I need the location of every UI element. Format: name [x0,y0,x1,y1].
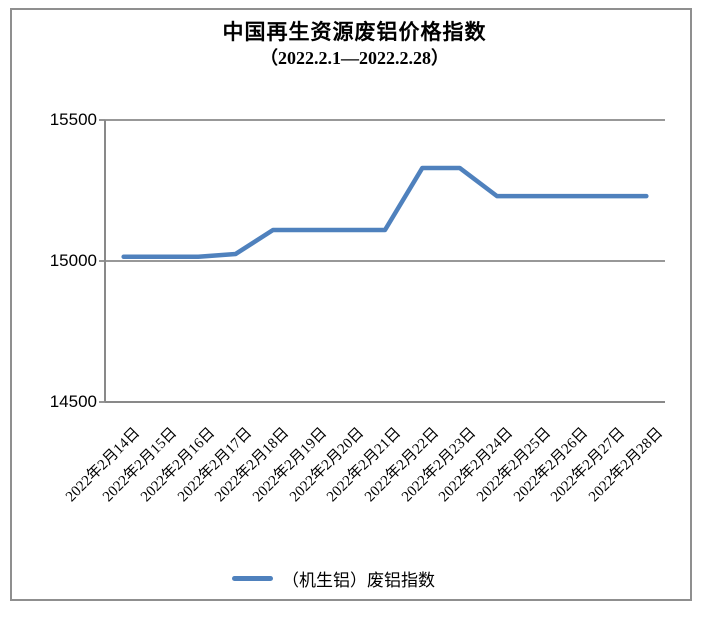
legend-series-label: （机生铝）废铝指数 [282,571,435,590]
legend: （机生铝）废铝指数 [232,566,435,591]
chart-subtitle: （2022.2.1—2022.2.28） [260,48,449,68]
legend-line-marker [232,576,273,581]
chart-title: 中国再生资源废铝价格指数 [222,20,487,44]
price-series-line [121,165,649,260]
